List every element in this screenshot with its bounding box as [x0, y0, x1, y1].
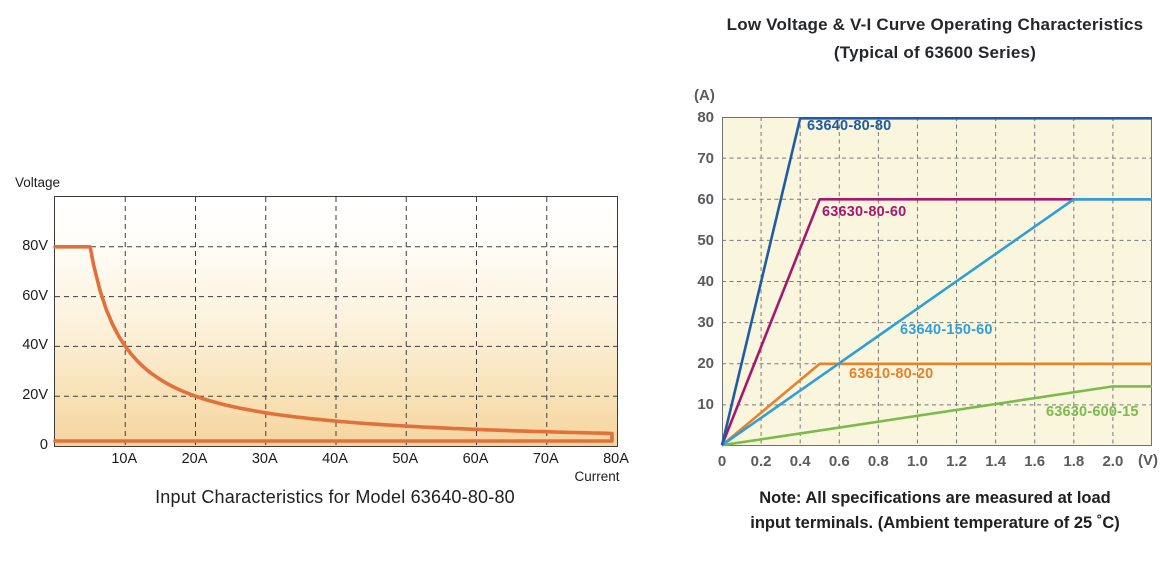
left-y-axis-title: Voltage [15, 175, 61, 190]
right-x-tick-label: 1.8 [1063, 453, 1085, 470]
left-y-tick-label: 40V [22, 337, 48, 354]
series-label-63630-80-60: 63630-80-60 [822, 204, 907, 220]
series-label-63640-150-60: 63640-150-60 [900, 322, 993, 338]
right-y-tick-label: 30 [697, 314, 714, 332]
right-x-tick-label: 0.2 [750, 453, 772, 470]
left-y-tick-label: 20V [22, 387, 48, 404]
left-y-tick-label: 80V [22, 237, 48, 254]
series-line-63630-80-60 [720, 198, 1152, 446]
right-chart-note-line2: input terminals. (Ambient temperature of… [750, 514, 1120, 532]
operating-envelope-curve [53, 245, 614, 443]
right-x-tick-label: 0.4 [789, 453, 811, 470]
series-line-63630-600-15 [721, 385, 1152, 447]
right-plot-area [720, 116, 1152, 447]
right-x-tick-label: 0 [717, 453, 727, 470]
right-y-axis-unit: (A) [694, 87, 715, 104]
right-x-tick-label: 1.4 [985, 453, 1007, 470]
right-x-tick-label: 1.2 [946, 453, 967, 470]
right-chart-title-line1: Low Voltage & V-I Curve Operating Charac… [726, 15, 1144, 34]
right-y-tick-label: 20 [697, 355, 714, 373]
series-label-63610-80-20: 63610-80-20 [849, 366, 934, 382]
right-y-tick-label: 40 [697, 273, 714, 290]
right-y-tick-label: 70 [697, 149, 714, 167]
left-chart-canvas [53, 197, 617, 446]
series-line-63640-150-60 [721, 198, 1152, 447]
right-x-tick-label: 2.0 [1102, 453, 1124, 470]
series-label-63640-80-80: 63640-80-80 [807, 118, 892, 134]
series-label-63630-600-15: 63630-600-15 [1046, 404, 1139, 420]
right-chart-note-line1: Note: All specifications are measured at… [759, 489, 1111, 507]
left-x-tick-label: 30A [251, 451, 278, 467]
right-y-tick-label: 80 [697, 108, 714, 126]
left-x-tick-label: 20A [181, 451, 208, 467]
right-chart-title-line2: (Typical of 63600 Series) [833, 43, 1037, 62]
left-chart-caption: Input Characteristics for Model 63640-80… [155, 487, 515, 507]
right-chart-canvas [720, 116, 1152, 447]
left-x-tick-label: 80A [603, 451, 629, 467]
right-x-tick-label: 1.0 [907, 453, 928, 470]
left-x-axis-title: Current [574, 469, 620, 484]
series-line-63610-80-20 [721, 362, 1152, 447]
right-x-tick-label: 1.6 [1024, 453, 1046, 470]
series-line-63640-80-80 [720, 116, 1152, 446]
right-x-tick-label: 0.8 [867, 453, 889, 470]
left-y-tick-label: 0 [39, 437, 48, 453]
left-x-tick-label: 50A [392, 451, 419, 467]
left-x-tick-label: 60A [462, 451, 489, 467]
left-x-tick-label: 10A [111, 451, 138, 467]
right-y-tick-label: 60 [697, 190, 714, 208]
right-x-axis-unit: (V) [1138, 452, 1158, 469]
left-x-tick-label: 40A [322, 451, 348, 467]
left-x-tick-label: 70A [532, 451, 559, 467]
right-y-tick-label: 50 [697, 231, 714, 249]
right-x-tick-label: 0.6 [828, 453, 850, 470]
right-y-tick-label: 10 [697, 396, 714, 414]
left-y-tick-label: 60V [22, 287, 48, 304]
left-plot-area [53, 196, 618, 447]
